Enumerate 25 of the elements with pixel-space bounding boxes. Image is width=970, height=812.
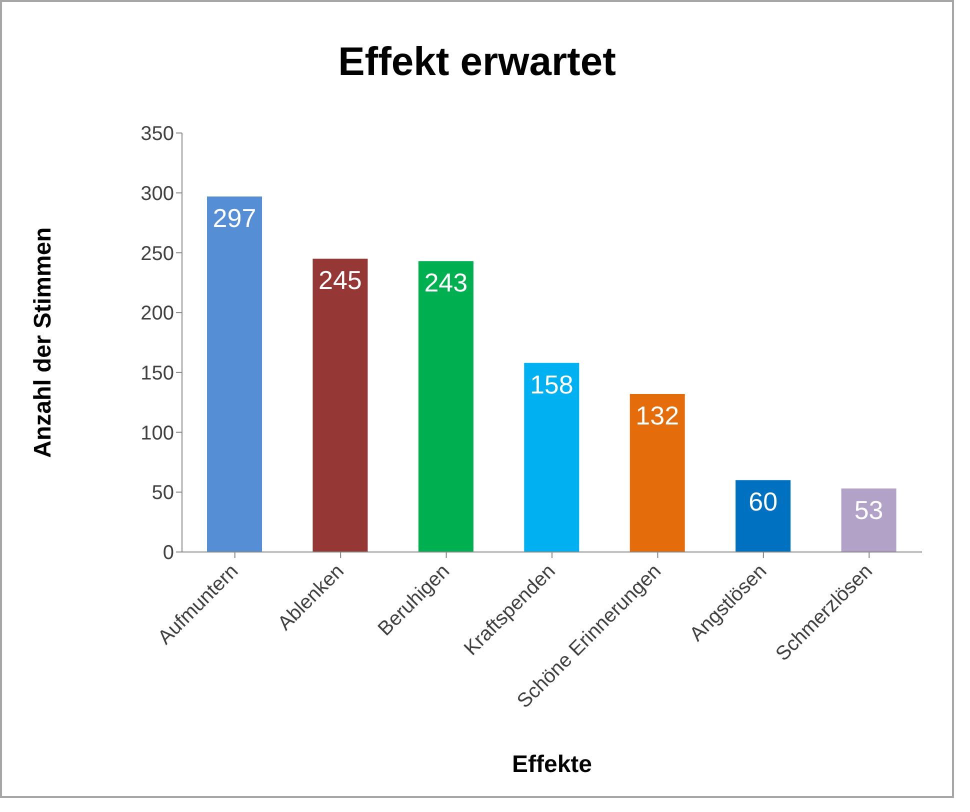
bar	[630, 394, 685, 552]
bar	[841, 488, 896, 552]
data-label: 297	[212, 202, 256, 233]
y-tick-label: 350	[140, 123, 174, 146]
bar	[207, 196, 262, 552]
x-axis-title: Effekte	[512, 751, 592, 778]
y-tick-label: 300	[140, 182, 174, 205]
y-tick-label: 0	[162, 542, 174, 564]
data-label: 243	[424, 268, 468, 298]
y-tick-label: 150	[140, 362, 174, 385]
y-axis-title: Anzahl der Stimmen	[30, 227, 57, 458]
data-label: 53	[854, 495, 884, 526]
y-tick-label: 200	[140, 302, 174, 325]
data-label: 132	[636, 400, 680, 430]
y-tick-label: 100	[140, 422, 174, 444]
data-label: 158	[530, 369, 574, 400]
bar	[312, 258, 368, 552]
y-tick-label: 50	[152, 482, 174, 504]
data-label: 245	[318, 265, 362, 296]
y-tick-label: 250	[140, 242, 174, 265]
bar	[736, 480, 791, 552]
bar	[418, 261, 474, 552]
bar	[524, 362, 580, 552]
chart-title: Effekt erwartet	[337, 40, 617, 85]
data-label: 60	[748, 486, 778, 517]
